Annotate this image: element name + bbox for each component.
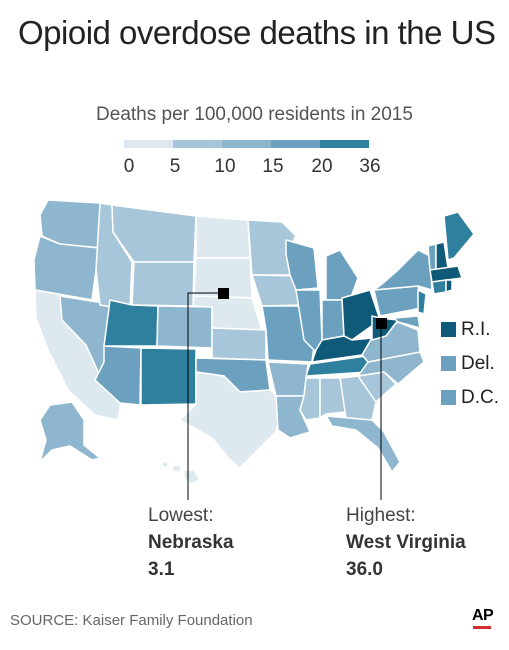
state-maryland: [393, 315, 421, 329]
state-wyoming: [131, 261, 195, 307]
small-state-dc: D.C.: [441, 387, 509, 410]
legend-bin-2: [222, 140, 271, 148]
ap-logo-underline: [473, 626, 491, 629]
legend-bin-0: [124, 140, 173, 148]
state-michigan: [325, 249, 359, 301]
color-legend: [124, 140, 369, 148]
lowest-value: 3.1: [148, 559, 175, 580]
legend-bin-4: [320, 140, 369, 148]
state-north-dakota: [195, 215, 251, 259]
state-alabama: [319, 377, 347, 419]
small-state-label: R.I.: [461, 319, 491, 340]
state-kansas: [211, 327, 267, 361]
legend-bin-1: [173, 140, 222, 148]
small-state-del: Del.: [441, 353, 509, 376]
lowest-leader-line: [187, 292, 223, 500]
lowest-callout: Lowest: Nebraska 3.1: [148, 502, 234, 583]
lowest-label: Lowest:: [148, 505, 214, 526]
state-hawaii: [161, 461, 201, 485]
state-arkansas: [267, 361, 309, 397]
ap-logo: AP: [472, 607, 494, 624]
state-indiana: [321, 299, 345, 341]
map-title: Opioid overdose deaths in the US: [18, 14, 496, 51]
state-pennsylvania: [373, 285, 423, 317]
legend-tick-36: 36: [359, 156, 381, 177]
state-alaska: [39, 401, 101, 463]
highest-callout: Highest: West Virginia 36.0: [346, 502, 466, 583]
legend-tick-10: 10: [214, 156, 236, 177]
source-note: SOURCE: Kaiser Family Foundation: [10, 612, 253, 629]
state-new-york: [373, 249, 433, 291]
state-vermont: [427, 243, 437, 271]
state-georgia: [339, 375, 377, 421]
state-connecticut: [431, 279, 447, 295]
legend-title: Deaths per 100,000 residents in 2015: [96, 104, 413, 125]
state-texas: [179, 371, 283, 469]
legend-tick-0: 0: [123, 156, 135, 177]
lowest-state: Nebraska: [148, 532, 234, 553]
state-kentucky: [311, 335, 373, 363]
state-new-jersey: [417, 289, 427, 315]
state-florida: [325, 415, 401, 473]
state-massachusetts: [429, 265, 463, 283]
state-rhode-island: [445, 279, 453, 293]
highest-label: Highest:: [346, 505, 416, 526]
small-states-legend: R.I. Del. D.C.: [441, 319, 509, 420]
small-state-label: D.C.: [461, 387, 499, 408]
small-state-swatch: [441, 356, 456, 371]
small-state-swatch: [441, 322, 456, 337]
nebraska-marker: [218, 288, 229, 299]
small-state-ri: R.I.: [441, 319, 509, 342]
state-maine: [443, 211, 475, 261]
small-state-swatch: [441, 390, 456, 405]
state-utah: [103, 299, 159, 347]
legend-tick-15: 15: [262, 156, 284, 177]
legend-tick-20: 20: [311, 156, 333, 177]
highest-value: 36.0: [346, 559, 383, 580]
legend-tick-5: 5: [169, 156, 181, 177]
legend-bin-3: [271, 140, 320, 148]
state-ohio: [341, 289, 381, 341]
highest-state: West Virginia: [346, 532, 466, 553]
small-state-label: Del.: [461, 353, 495, 374]
state-oregon: [33, 235, 101, 301]
legend-ticks: 0 5 10 15 20 36: [119, 156, 381, 180]
state-colorado: [156, 305, 213, 349]
